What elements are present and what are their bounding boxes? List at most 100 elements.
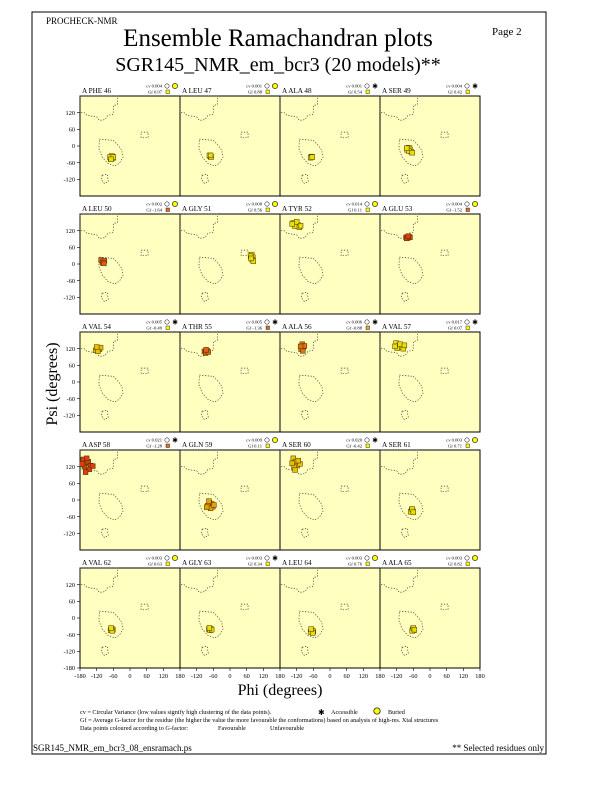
phi-psi-point [211,502,217,508]
gf-color-swatch [365,325,370,330]
accessibility-help-icon [164,201,170,207]
residue-label: A THR 55 [182,323,212,331]
panel-frame [79,95,181,197]
panel-frame [379,567,481,669]
phi-psi-point [410,509,416,515]
gf-color-swatch [465,325,470,330]
gf-color-swatch [365,89,370,94]
cv-value: cv 0.008 [246,202,263,207]
accessibility-help-icon [164,437,170,443]
accessibility-help-icon [264,555,270,561]
accessible-icon: ✱ [272,555,278,563]
phi-psi-point [248,255,254,262]
y-tick-label: -180 [63,665,75,672]
panel-frame [279,213,381,315]
cv-value: cv 0.004 [146,84,163,89]
y-tick-label: 120 [66,464,75,471]
gf-color-swatch [465,443,470,448]
allowed-region-contour [379,213,418,239]
allowed-region-contour [98,374,124,403]
gf-color-swatch [165,207,170,212]
phi-psi-point [86,466,93,473]
legend-accessible-label: Accessible [331,709,358,716]
gf-value: Gf -0.42 [346,444,362,449]
program-name: PROCHECK-NMR [46,16,118,26]
phi-psi-point [392,343,398,350]
gf-value: Gf -0.49 [146,326,162,331]
phi-psi-point [405,233,411,239]
allowed-region-contour [379,331,418,357]
cv-value: cv 0.003 [346,556,363,561]
accessibility-help-icon [364,83,370,89]
y-tick-label: 120 [66,346,75,353]
gf-value: Gf 0.07 [448,326,463,331]
y-axis-label: Psi (degrees) [44,342,61,425]
y-tick-label: -120 [63,531,75,538]
allowed-region-contour [100,527,109,538]
gf-value: Gf 0.34 [248,562,263,567]
allowed-region-contour [200,527,209,538]
cv-value: cv 0.001 [246,84,263,89]
buried-icon [172,201,178,207]
x-tick-label: -120 [391,673,403,680]
legend-buried-label: Buried [388,709,406,716]
cv-value: cv 0.005 [246,320,263,325]
cv-value: cv 0.003 [146,556,163,561]
x-tick-label: -120 [291,673,303,680]
residue-label: A SER 49 [382,87,411,95]
allowed-region-contour [198,610,224,639]
allowed-region-contour [298,374,324,403]
x-tick-label: -60 [209,673,217,680]
allowed-region-contour [98,138,124,167]
residue-label: A VAL 54 [82,323,111,331]
cv-value: cv 0.006 [346,320,363,325]
cv-value: cv 0.003 [446,556,463,561]
allowed-region-contour [100,409,109,420]
phi-psi-point [108,625,114,631]
y-tick-label: -120 [63,649,75,656]
x-tick-label: 180 [175,673,184,680]
buried-icon [272,201,278,207]
buried-icon [172,555,178,561]
legend-color-note: Data points coloured according to G-fact… [80,725,188,732]
panel-frame [179,567,281,669]
accessibility-help-icon [264,319,270,325]
phi-psi-point [397,341,403,347]
residue-label: A ALA 65 [382,559,412,567]
accessibility-help-icon [364,319,370,325]
footer-filename: SGR145_NMR_em_bcr3_08_ensramach.ps [33,743,192,753]
legend-cv-note: cv = Circular Variance (low values signi… [80,709,272,716]
buried-icon [372,201,378,207]
y-tick-label: 60 [69,481,75,488]
x-tick-label: 120 [159,673,168,680]
panel-frame [279,567,381,669]
gf-value: Gf 0.42 [448,90,463,95]
accessibility-help-icon [364,201,370,207]
y-tick-label: 0 [72,379,75,386]
residue-label: A SER 61 [382,441,411,449]
allowed-region-contour [279,331,318,357]
allowed-region-contour [298,138,324,167]
legend-buried-icon [373,707,381,715]
panel-frame [279,95,381,197]
gf-value: Gf -1.64 [146,208,162,213]
page-number: Page 2 [492,26,522,38]
phi-psi-point [101,260,107,267]
accessibility-help-icon [264,83,270,89]
buried-icon [272,83,278,89]
accessibility-help-icon [164,83,170,89]
allowed-region-contour [400,291,409,302]
x-tick-label: -120 [191,673,203,680]
accessibility-help-icon [164,555,170,561]
phi-psi-point [297,343,304,350]
y-tick-label: -60 [67,514,75,521]
phi-psi-point [108,156,114,162]
phi-psi-point [308,626,314,632]
allowed-region-contour [400,645,409,656]
x-tick-label: 180 [475,673,484,680]
